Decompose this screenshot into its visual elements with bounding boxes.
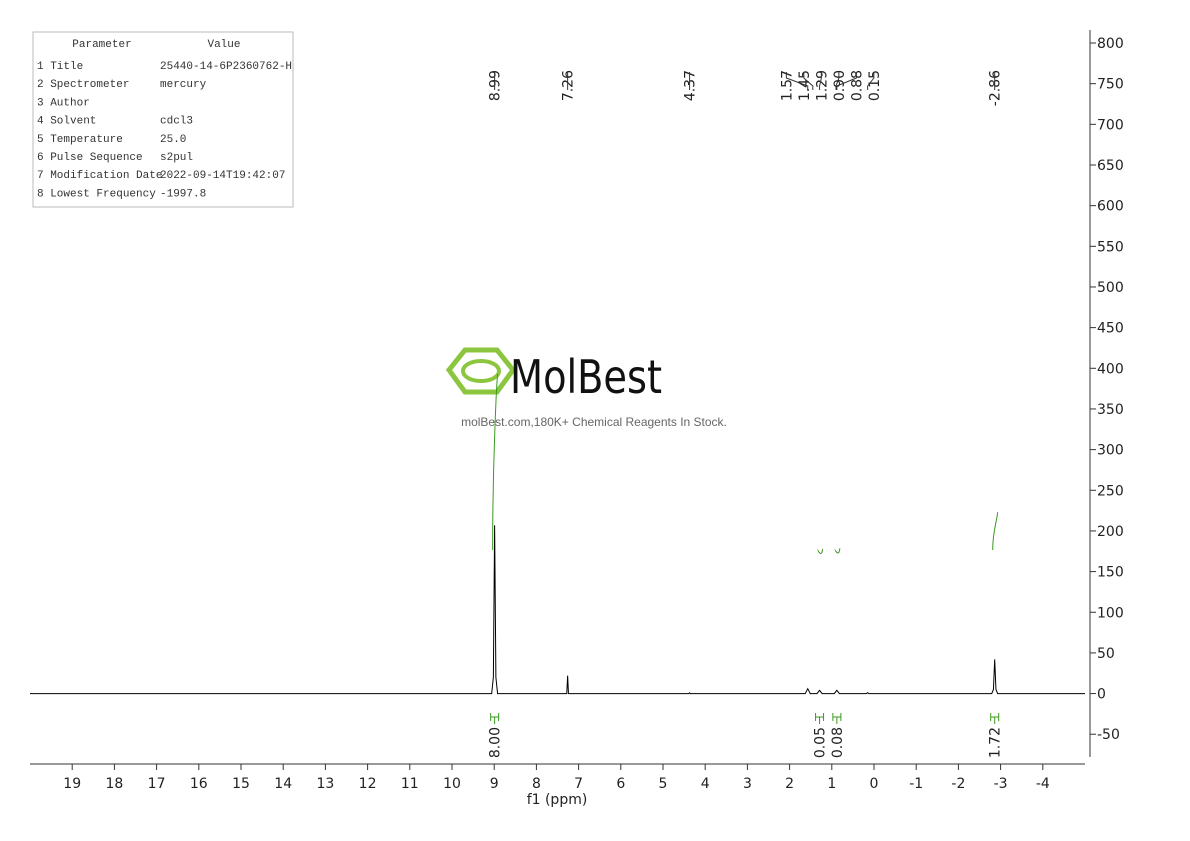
x-tick-label: 3 [743,776,752,792]
y-tick-label: 350 [1097,402,1124,418]
x-tick-label: 15 [232,776,250,792]
x-tick-label: 9 [490,776,499,792]
table-cell: mercury [160,79,207,91]
y-tick-label: 100 [1097,605,1124,621]
table-cell: 7 Modification Date [37,170,162,182]
peak-leader [803,72,814,90]
table-cell: -1997.8 [160,188,206,200]
y-tick-label: 500 [1097,280,1124,296]
x-tick-label: 6 [616,776,625,792]
x-tick-label: 11 [401,776,419,792]
x-tick-label: 16 [190,776,208,792]
x-tick-label: -2 [951,776,965,792]
peak-leader [785,72,809,90]
peak-label: -2.86 [988,70,1004,106]
x-tick-label: 4 [701,776,710,792]
integral-curve [992,512,999,551]
x-tick-label: 13 [316,776,334,792]
integral-curve [492,373,499,551]
table-cell: cdcl3 [160,116,193,128]
x-tick-label: -4 [1036,776,1050,792]
table-cell: 5 Temperature [37,134,123,146]
integral-label: 8.00 [488,727,504,758]
table-cell: 1 Title [37,61,83,73]
integral-label: 0.08 [830,727,846,758]
peak-leader [835,72,840,90]
x-tick-label: 18 [105,776,123,792]
y-tick-label: 300 [1097,443,1124,459]
table-border [32,31,294,208]
table-cell: 25440-14-6P2360762-H [160,61,292,73]
x-tick-label: 0 [870,776,879,792]
x-tick-label: 19 [63,776,81,792]
peak-label: 1.45 [797,70,813,101]
integral-curve [834,548,841,554]
x-tick-label: 2 [785,776,794,792]
x-tick-label: 14 [274,776,292,792]
peak-leader [836,72,857,90]
peak-label: 0.15 [867,70,883,101]
peak-label: 0.88 [849,70,865,101]
integral-bracket [990,713,1000,724]
table-header: Value [207,39,240,51]
x-tick-label: 7 [574,776,583,792]
logo-hexagon [445,347,517,395]
y-tick-label: 250 [1097,483,1124,499]
integral-label: 1.72 [988,727,1004,758]
table-cell: 6 Pulse Sequence [37,152,143,164]
integral-curve [817,548,824,554]
tagline: molBest.com,180K+ Chemical Reagents In S… [461,415,727,429]
logo-text: MolBest [510,350,662,404]
peak-leader [867,72,875,90]
peak-label: 8.99 [488,70,504,101]
x-tick-label: 1 [827,776,836,792]
x-tick-label: 17 [148,776,166,792]
peak-label: 4.37 [683,70,699,101]
y-tick-label: 800 [1097,36,1124,52]
y-tick-label: 750 [1097,77,1124,93]
y-tick-label: 50 [1097,646,1115,662]
table-cell: 2022-09-14T19:42:07 [160,170,285,182]
x-tick-label: 12 [359,776,377,792]
x-tick-label: -3 [994,776,1008,792]
y-tick-label: 650 [1097,158,1124,174]
logo-ring [461,359,501,383]
peak-label: 1.29 [814,70,830,101]
table-cell: 8 Lowest Frequency [37,188,156,200]
y-tick-label: 700 [1097,117,1124,133]
watermark: MolBest molBest.com,180K+ Chemical Reage… [445,347,727,429]
y-tick-label: 150 [1097,565,1124,581]
table-cell: s2pul [160,152,193,164]
x-tick-label: -1 [909,776,923,792]
table-cell: 4 Solvent [37,116,96,128]
parameter-table: Parameter Value 1 Title 25440-14-6P2360762-… [32,31,294,208]
peak-leader [819,72,822,90]
spectrum-line [30,525,1085,695]
table-header: Parameter [72,39,131,51]
y-tick-label: 600 [1097,199,1124,215]
y-tick-label: 0 [1097,687,1106,703]
integral-bracket [832,713,842,724]
y-tick-label: 550 [1097,239,1124,255]
table-cell: 2 Spectrometer [37,79,129,91]
peak-label: 0.90 [832,70,848,101]
peak-label: 1.57 [779,70,795,101]
peak-label: 7.26 [561,70,577,101]
integral-bracket [490,713,500,724]
y-tick-label: 200 [1097,524,1124,540]
integral-label: 0.05 [813,727,829,758]
table-cell: 25.0 [160,134,186,146]
x-tick-label: 5 [659,776,668,792]
y-tick-label: -50 [1097,727,1120,743]
integral-bracket [815,713,825,724]
x-tick-label: 10 [443,776,461,792]
x-axis-label: f1 (ppm) [527,792,588,808]
x-tick-label: 8 [532,776,541,792]
y-tick-label: 400 [1097,361,1124,377]
table-cell: 3 Author [37,97,90,109]
y-tick-label: 450 [1097,321,1124,337]
